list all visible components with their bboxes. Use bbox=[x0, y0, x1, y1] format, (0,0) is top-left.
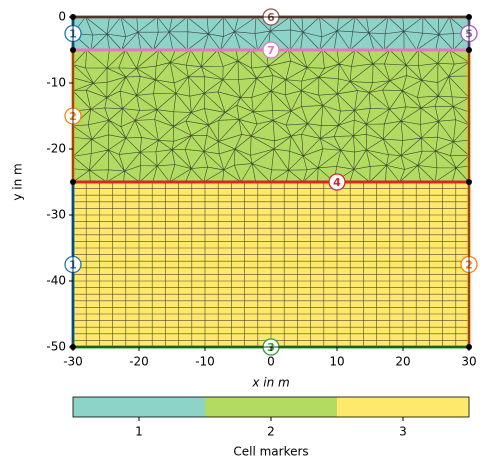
region bbox=[73, 50, 469, 182]
x-tick-label: 0 bbox=[267, 355, 275, 369]
boundary-marker: 4 bbox=[333, 176, 341, 189]
colorbar-segment bbox=[73, 397, 206, 417]
x-tick-label: -30 bbox=[63, 355, 83, 369]
colorbar-tick-label: 1 bbox=[135, 425, 143, 439]
boundary-marker-badge bbox=[262, 41, 280, 59]
y-tick-label: 0 bbox=[58, 10, 66, 24]
boundary-marker-badge bbox=[328, 173, 346, 191]
colorbar-tick-label: 3 bbox=[399, 425, 407, 439]
colorbar-segment bbox=[337, 397, 470, 417]
y-tick-label: -10 bbox=[46, 76, 66, 90]
x-tick-label: -20 bbox=[129, 355, 149, 369]
x-tick-label: -10 bbox=[195, 355, 215, 369]
colorbar-label: Cell markers bbox=[233, 445, 308, 459]
mesh-layer bbox=[72, 16, 470, 348]
y-axis-label: y in m bbox=[11, 163, 25, 200]
x-tick-label: 30 bbox=[461, 355, 476, 369]
colorbar-tick-label: 2 bbox=[267, 425, 275, 439]
colorbar-segment bbox=[205, 397, 338, 417]
boundary-marker: 7 bbox=[267, 44, 275, 57]
boundary-marker: 6 bbox=[267, 11, 275, 24]
y-tick-label: -50 bbox=[46, 340, 66, 354]
x-tick-label: 20 bbox=[395, 355, 410, 369]
x-tick-label: 10 bbox=[329, 355, 344, 369]
colorbar-frame bbox=[72, 396, 470, 418]
y-tick-label: -40 bbox=[46, 274, 66, 288]
y-tick-label: -30 bbox=[46, 208, 66, 222]
x-axis-label: x in m bbox=[251, 376, 289, 390]
y-tick-label: -20 bbox=[46, 142, 66, 156]
